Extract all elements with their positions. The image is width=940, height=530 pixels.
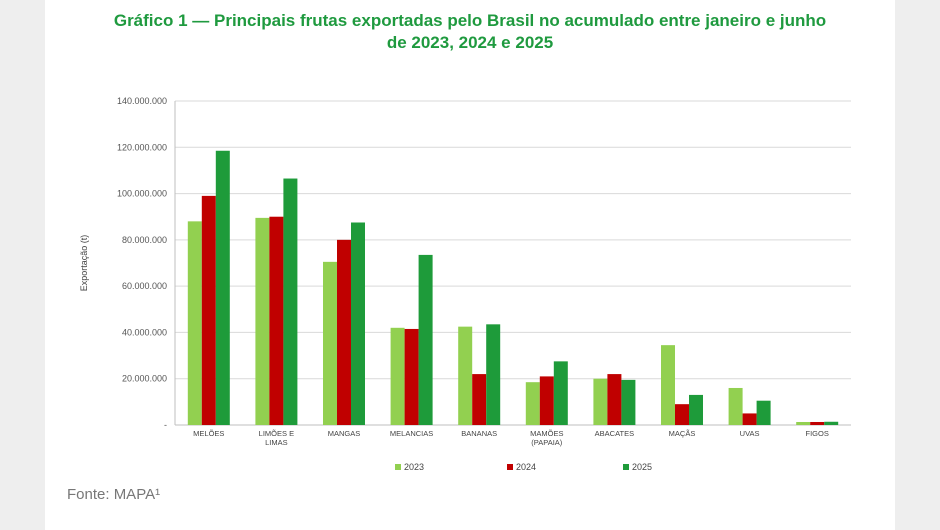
- bar-2023: [661, 345, 675, 425]
- bar-2024: [539, 376, 554, 425]
- bar-2024: [810, 421, 825, 425]
- chart-title: Gráfico 1 — Principais frutas exportadas…: [45, 10, 895, 54]
- x-tick-label: LIMÕES E: [259, 429, 294, 438]
- x-tick-label: FIGOS: [806, 429, 829, 438]
- bar-2023: [525, 382, 540, 425]
- y-tick-label: 100.000.000: [117, 189, 167, 199]
- bar-2024: [404, 328, 419, 425]
- y-tick-label: -: [164, 420, 167, 430]
- bar-2025: [418, 254, 433, 425]
- x-tick-label: LIMAS: [265, 438, 288, 447]
- y-tick-label: 40.000.000: [122, 327, 167, 337]
- x-tick-label: (PAPAIA): [531, 438, 562, 447]
- bar-2023: [390, 327, 405, 425]
- x-tick-label: MELÕES: [193, 429, 224, 438]
- bar-2024: [269, 216, 284, 425]
- y-axis-title: Exportação (t): [79, 235, 89, 292]
- bar-2024: [337, 239, 351, 425]
- report-page: Gráfico 1 — Principais frutas exportadas…: [45, 0, 895, 530]
- y-tick-label: 20.000.000: [122, 374, 167, 384]
- legend-label-2024: 2024: [516, 462, 536, 472]
- bar-2023: [187, 221, 202, 425]
- bar-chart: - 20.000.000 40.000.000 60.000.000 80.000.00…: [79, 96, 851, 472]
- bar-2025: [621, 379, 636, 425]
- x-tick-label: ABACATES: [595, 429, 634, 438]
- y-tick-label: 60.000.000: [122, 281, 167, 291]
- x-tick-label: MAMÕES: [530, 429, 563, 438]
- bar-2024: [607, 374, 622, 425]
- source-note: Fonte: MAPA¹: [67, 486, 161, 503]
- bar-2024: [742, 413, 757, 425]
- bar-2025: [486, 324, 501, 425]
- chart-title-line-1: Gráfico 1 — Principais frutas exportadas…: [113, 11, 827, 30]
- bar-2025: [283, 178, 298, 425]
- y-tick-label: 140.000.000: [117, 96, 167, 106]
- bar-2025: [215, 150, 230, 425]
- x-tick-label: UVAS: [740, 429, 760, 438]
- bar-2024: [201, 195, 216, 425]
- bar-2023: [323, 261, 337, 425]
- y-tick-label: 120.000.000: [117, 142, 167, 152]
- bar-2024: [472, 374, 487, 425]
- bar-2024: [675, 404, 689, 425]
- chart-title-line-2: de 2023, 2024 e 2025: [386, 33, 554, 52]
- legend-label-2023: 2023: [404, 462, 424, 472]
- bar-2025: [553, 361, 568, 425]
- legend-swatch-2023: [395, 464, 401, 470]
- x-tick-label: MAÇÃS: [669, 429, 696, 438]
- legend-swatch-2024: [507, 464, 513, 470]
- x-tick-label: MELANCIAS: [390, 429, 433, 438]
- bar-2025: [351, 222, 365, 425]
- bar-2023: [728, 387, 743, 425]
- bar-2025: [824, 421, 839, 425]
- bar-2023: [458, 326, 473, 425]
- bar-2023: [255, 217, 270, 425]
- legend-swatch-2025: [623, 464, 629, 470]
- bar-2023: [796, 421, 811, 425]
- bar-2023: [593, 378, 608, 425]
- x-tick-label: MANGAS: [328, 429, 361, 438]
- legend-label-2025: 2025: [632, 462, 652, 472]
- bar-2025: [689, 394, 703, 425]
- y-tick-label: 80.000.000: [122, 235, 167, 245]
- bar-2025: [756, 400, 771, 425]
- x-tick-label: BANANAS: [461, 429, 497, 438]
